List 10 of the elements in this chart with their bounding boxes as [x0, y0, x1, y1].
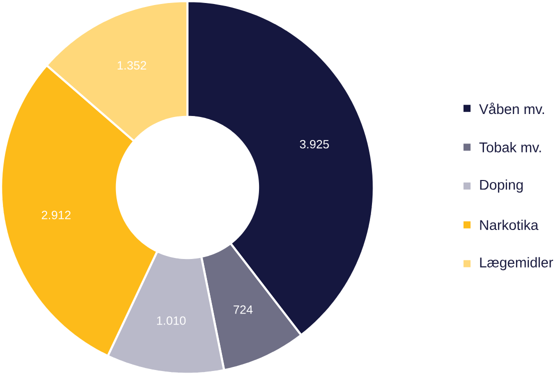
data-label: 2.912 [42, 210, 71, 220]
legend-label: Våben mv. [479, 102, 544, 114]
data-label: 724 [234, 305, 253, 314]
legend-label: Doping [480, 180, 523, 193]
legend-label: Lægemidler [480, 257, 554, 270]
data-label: 3.925 [300, 140, 329, 149]
legend-label: Tobak mv. [479, 142, 541, 152]
data-label: 1.010 [157, 316, 186, 325]
legend-label: Narkotika [480, 220, 538, 230]
data-label: 1.352 [118, 61, 146, 70]
